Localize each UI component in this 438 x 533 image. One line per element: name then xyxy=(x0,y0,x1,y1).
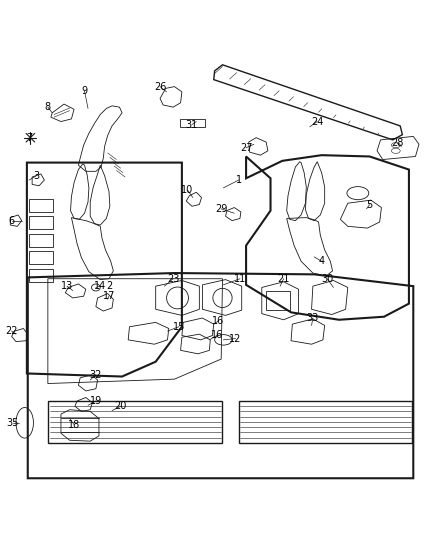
Text: 16: 16 xyxy=(211,330,223,341)
Text: 7: 7 xyxy=(26,133,32,143)
Text: 1: 1 xyxy=(236,175,242,185)
Text: 22: 22 xyxy=(5,326,18,336)
Text: 16: 16 xyxy=(212,316,224,326)
Text: 13: 13 xyxy=(61,281,73,291)
Text: 35: 35 xyxy=(7,418,19,428)
Text: 21: 21 xyxy=(277,274,290,284)
Text: 33: 33 xyxy=(307,313,319,323)
Text: 26: 26 xyxy=(154,82,166,92)
Text: 12: 12 xyxy=(230,334,242,344)
Text: 9: 9 xyxy=(81,86,88,96)
Text: 32: 32 xyxy=(90,370,102,380)
Text: 11: 11 xyxy=(234,274,246,284)
Text: 29: 29 xyxy=(215,204,227,214)
Text: 19: 19 xyxy=(90,396,102,406)
Text: 31: 31 xyxy=(186,119,198,130)
Text: 5: 5 xyxy=(367,199,373,209)
Text: 14: 14 xyxy=(94,281,106,291)
Text: 10: 10 xyxy=(181,185,194,195)
Text: 8: 8 xyxy=(45,102,51,112)
Text: 30: 30 xyxy=(321,274,333,284)
Text: 17: 17 xyxy=(103,291,115,301)
Text: 23: 23 xyxy=(167,274,179,284)
Text: 3: 3 xyxy=(33,171,39,181)
Text: 27: 27 xyxy=(240,143,252,153)
Text: 6: 6 xyxy=(9,216,14,225)
Text: 2: 2 xyxy=(106,281,112,291)
Text: 15: 15 xyxy=(173,322,185,332)
Text: 4: 4 xyxy=(318,256,325,266)
Text: 18: 18 xyxy=(68,419,80,430)
Text: 20: 20 xyxy=(115,401,127,411)
Text: 28: 28 xyxy=(391,139,403,148)
Text: 24: 24 xyxy=(311,117,323,126)
